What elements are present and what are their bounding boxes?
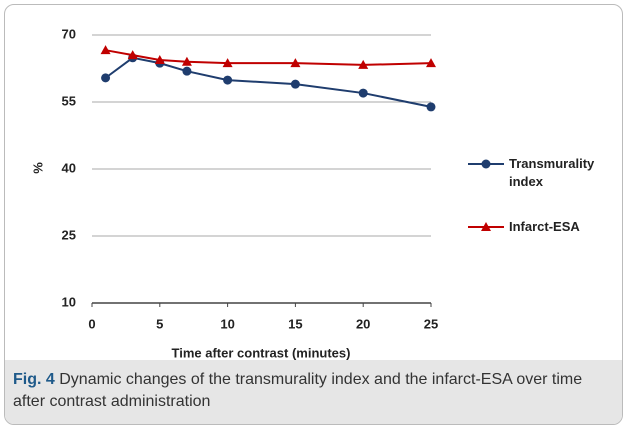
marker: [290, 58, 301, 68]
y-axis-title: %: [30, 162, 45, 174]
caption: Fig. 4 Dynamic changes of the transmural…: [5, 360, 622, 424]
legend-label: Transmurality index: [509, 156, 595, 189]
chart: % Time after contrast (minutes) 10254055…: [30, 26, 438, 360]
legend-swatch: [468, 159, 504, 169]
legend-item: Transmurality index: [467, 155, 599, 191]
marker: [127, 50, 138, 60]
x-tick-label: 20: [356, 316, 370, 331]
marker: [222, 58, 233, 68]
marker: [358, 88, 368, 98]
series-line: [105, 49, 432, 66]
marker: [101, 73, 111, 83]
marker: [100, 45, 111, 55]
marker: [481, 159, 491, 169]
x-tick-label: 0: [88, 316, 95, 331]
legend-item: Infarct-ESA: [467, 218, 599, 236]
y-tick-label: 40: [62, 160, 76, 175]
caption-text: Dynamic changes of the transmurality ind…: [13, 371, 583, 410]
marker: [481, 222, 491, 231]
x-tick-label: 15: [288, 316, 302, 331]
marker: [182, 66, 192, 76]
y-tick-label: 25: [62, 227, 76, 242]
marker: [358, 59, 369, 69]
marker: [181, 56, 192, 66]
figure: % Time after contrast (minutes) 10 25 40 55…: [4, 4, 623, 425]
marker: [426, 102, 436, 112]
x-tick-label: 5: [156, 316, 163, 331]
y-tick-label: 10: [62, 294, 76, 309]
x-tick-label: 10: [220, 316, 234, 331]
x-tick-label: 25: [424, 316, 438, 331]
marker: [426, 58, 436, 68]
marker: [290, 79, 300, 89]
y-tick-label: 55: [62, 93, 76, 108]
marker: [223, 75, 233, 85]
legend-swatch: [468, 222, 504, 231]
x-axis-title: Time after contrast (minutes): [172, 345, 351, 360]
y-tick-label: 70: [62, 26, 76, 41]
legend-label: Infarct-ESA: [509, 219, 580, 234]
marker: [154, 55, 165, 65]
caption-label: Fig. 4: [13, 371, 55, 388]
